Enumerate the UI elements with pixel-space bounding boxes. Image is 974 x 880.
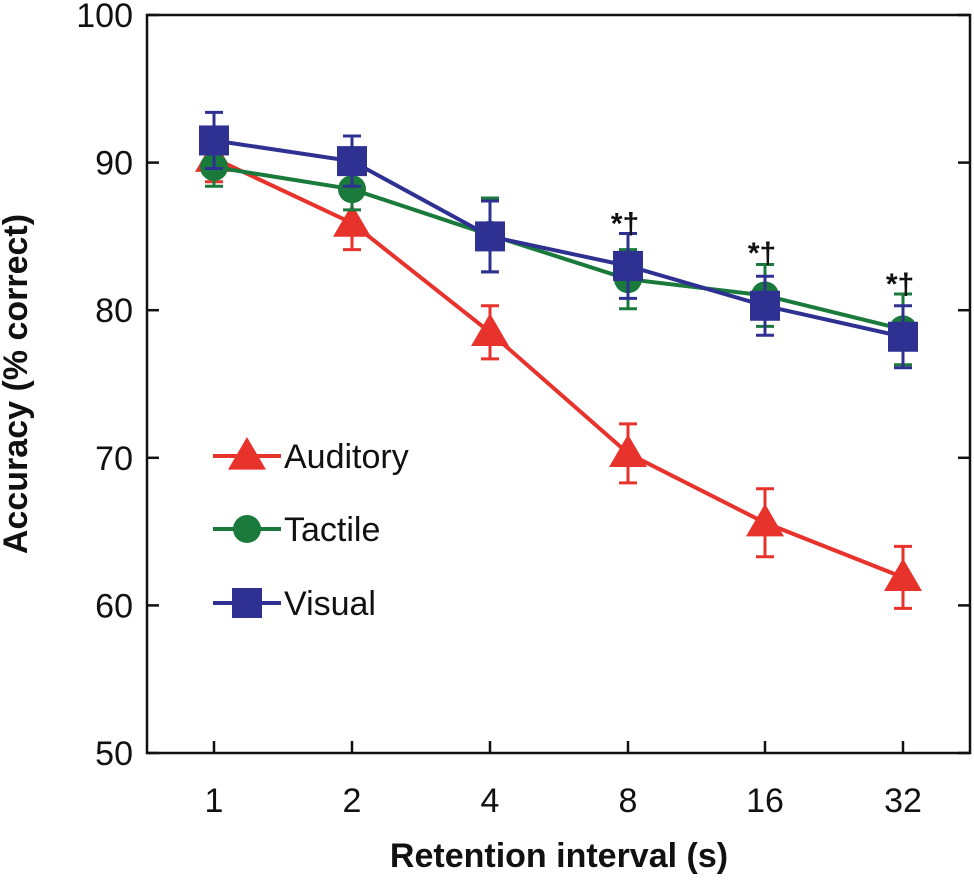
legend-marker-tactile — [233, 515, 261, 543]
significance-marker: *† — [748, 237, 776, 270]
legend-marker-auditory — [228, 437, 266, 470]
auditory-line — [213, 156, 904, 580]
x-tick-label: 2 — [343, 782, 362, 820]
y-tick-label: 50 — [95, 735, 133, 773]
plot-frame — [145, 13, 972, 755]
x-tick-label: 8 — [619, 782, 638, 820]
legend-item-auditory: Auditory — [213, 437, 409, 476]
x-tick-label: 4 — [481, 782, 500, 820]
visual-point — [750, 290, 780, 321]
y-tick-label: 60 — [95, 587, 133, 625]
auditory-point — [884, 558, 922, 592]
visual-point — [888, 321, 918, 352]
legend-label-auditory: Auditory — [284, 438, 409, 476]
legend-marker-visual — [232, 588, 262, 618]
x-tick-label: 32 — [884, 782, 922, 820]
axes: 50 60 70 80 90 100 1 2 4 8 16 32 — [76, 0, 972, 820]
y-tick-label: 90 — [95, 145, 133, 183]
visual-point — [337, 146, 367, 177]
y-tick-label: 80 — [95, 292, 133, 330]
legend-item-visual: Visual — [213, 585, 376, 623]
legend-label-visual: Visual — [284, 585, 376, 623]
visual-point — [199, 125, 229, 156]
legend-label-tactile: Tactile — [284, 511, 380, 549]
visual-point — [475, 221, 505, 252]
tactile-point — [338, 175, 366, 204]
significance-marker: *† — [886, 268, 914, 301]
legend: Auditory Tactile Visual — [213, 437, 409, 623]
annotations: *† *† *† — [611, 207, 914, 301]
y-axis-title: Accuracy (% correct) — [0, 214, 35, 554]
visual-line — [213, 138, 904, 339]
series-visual — [199, 110, 918, 370]
tactile-line — [213, 165, 904, 332]
auditory-point — [609, 434, 647, 468]
y-tick-label: 100 — [76, 0, 133, 35]
x-tick-label: 1 — [205, 782, 224, 820]
series-tactile — [200, 146, 917, 367]
x-tick-label: 16 — [746, 782, 784, 820]
significance-marker: *† — [611, 207, 639, 240]
auditory-point — [746, 503, 784, 537]
x-axis-title: Retention interval (s) — [390, 837, 728, 875]
series-layer — [195, 110, 922, 610]
auditory-point — [333, 204, 371, 237]
auditory-point — [471, 313, 509, 347]
legend-item-tactile: Tactile — [213, 511, 380, 549]
y-tick-label: 70 — [95, 440, 133, 478]
visual-point — [613, 250, 643, 281]
